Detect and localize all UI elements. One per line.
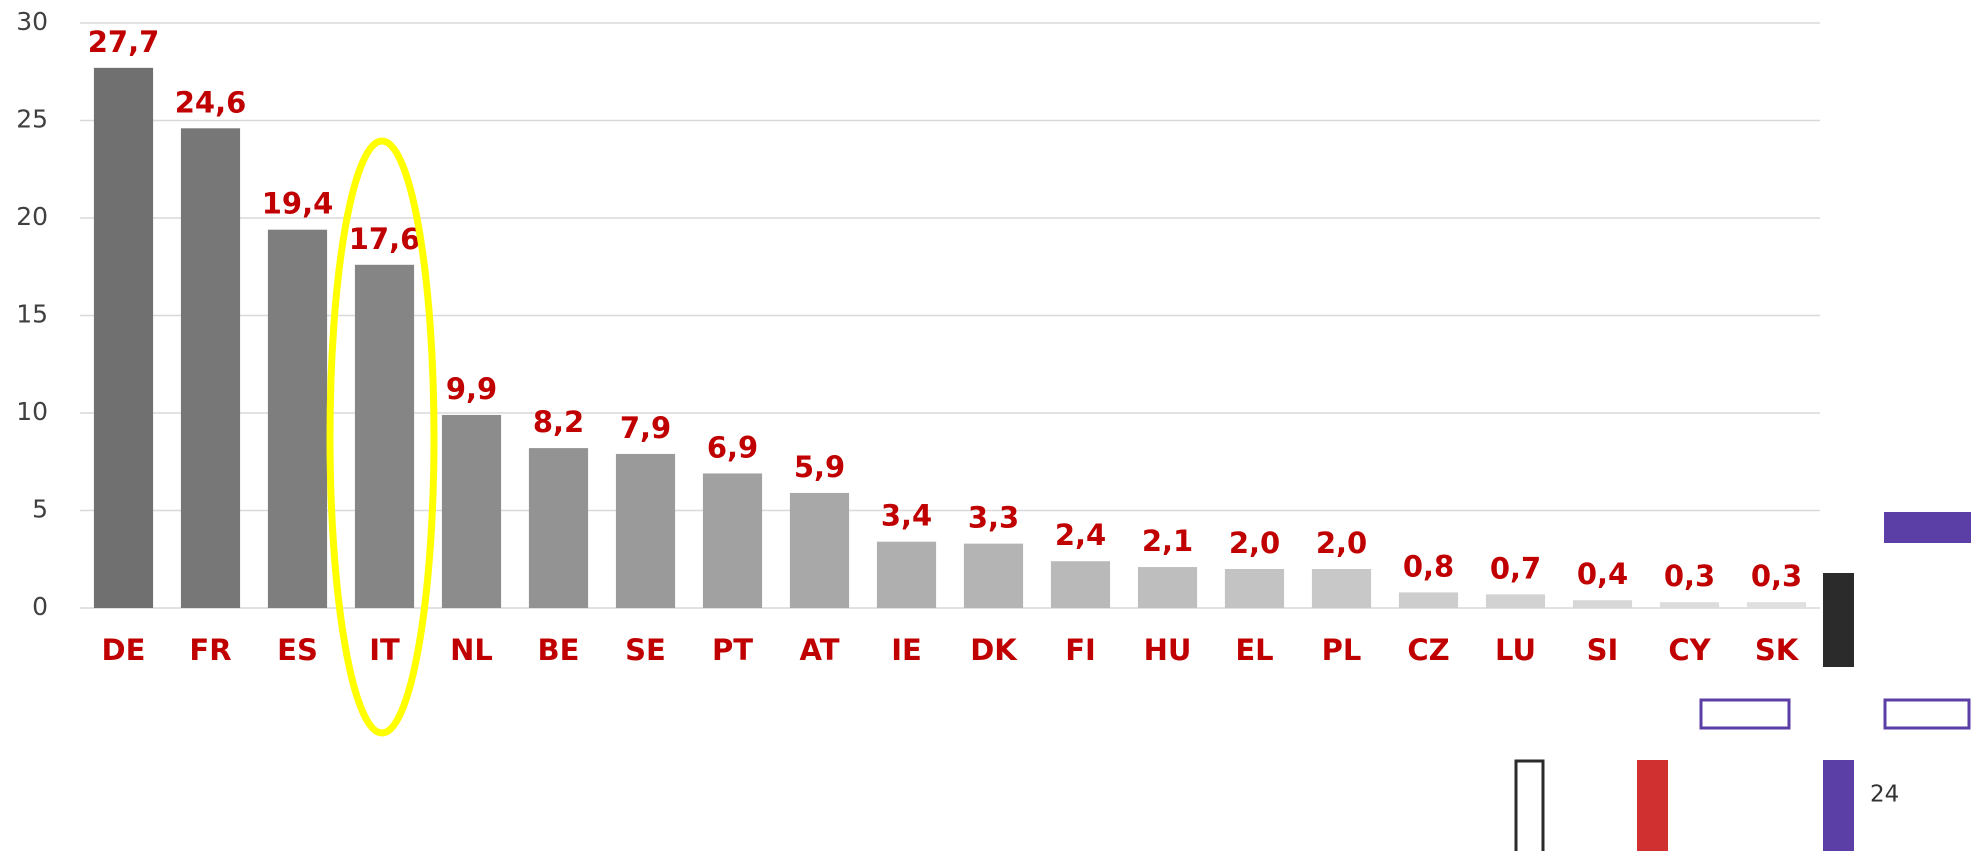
y-tick-label: 25 — [16, 105, 48, 134]
x-tick-label: DE — [102, 633, 146, 667]
bar — [876, 541, 937, 608]
x-tick-label: PL — [1322, 633, 1362, 667]
value-label: 24,6 — [175, 85, 247, 119]
x-tick-label: CZ — [1407, 633, 1449, 667]
decor-block — [1637, 760, 1668, 851]
x-tick-label: FI — [1065, 633, 1096, 667]
decor-block — [1823, 573, 1854, 667]
bar — [93, 67, 154, 609]
bar — [702, 473, 763, 608]
x-tick-label: PT — [712, 633, 753, 667]
decor-outline — [1699, 698, 1791, 730]
value-label: 8,2 — [533, 405, 584, 439]
value-label: 2,1 — [1142, 524, 1193, 558]
bar — [1398, 592, 1459, 608]
value-label: 6,9 — [707, 430, 758, 464]
value-label: 3,4 — [881, 499, 932, 533]
bar — [354, 264, 415, 608]
x-tick-label: AT — [800, 633, 840, 667]
bar — [180, 128, 241, 609]
bar — [528, 448, 589, 608]
value-label: 0,8 — [1403, 549, 1454, 583]
value-label: 2,0 — [1229, 526, 1280, 560]
value-label: 0,7 — [1490, 551, 1541, 585]
value-label: 27,7 — [88, 25, 160, 59]
bar — [1137, 567, 1198, 608]
y-tick-label: 30 — [16, 7, 48, 36]
y-tick-label: 20 — [16, 202, 48, 231]
bar — [615, 453, 676, 608]
bar — [1572, 600, 1633, 608]
x-tick-label: IE — [891, 633, 922, 667]
x-tick-label: CY — [1668, 633, 1711, 667]
page-number: 24 — [1870, 782, 1899, 808]
x-tick-label: FR — [189, 633, 231, 667]
x-tick-label: DK — [970, 633, 1018, 667]
x-tick-label: HU — [1144, 633, 1192, 667]
y-tick-label: 5 — [32, 495, 48, 524]
value-label: 2,4 — [1055, 518, 1106, 552]
decor-outline — [1883, 698, 1971, 730]
value-label: 3,3 — [968, 501, 1019, 535]
x-tick-label: LU — [1495, 633, 1536, 667]
x-tick-label: NL — [450, 633, 493, 667]
bar — [1050, 561, 1111, 608]
x-tick-label: SK — [1755, 633, 1800, 667]
x-tick-label: ES — [277, 633, 318, 667]
bar — [1659, 602, 1720, 608]
decor-outline — [1514, 759, 1545, 851]
value-label: 19,4 — [262, 187, 334, 221]
x-tick-label: SE — [625, 633, 666, 667]
value-label: 0,3 — [1751, 559, 1802, 593]
bar — [1485, 594, 1546, 608]
value-label: 9,9 — [446, 372, 497, 406]
bar — [1746, 602, 1807, 608]
bar — [441, 414, 502, 608]
bar — [1224, 569, 1285, 608]
highlight-ellipse — [326, 137, 438, 737]
x-tick-label: EL — [1235, 633, 1273, 667]
x-tick-label: BE — [538, 633, 580, 667]
value-label: 2,0 — [1316, 526, 1367, 560]
value-label: 5,9 — [794, 450, 845, 484]
y-tick-label: 10 — [16, 397, 48, 426]
decor-block — [1823, 760, 1854, 851]
x-tick-label: IT — [369, 633, 400, 667]
y-tick-label: 15 — [16, 300, 48, 329]
value-label: 17,6 — [349, 222, 421, 256]
bar — [267, 229, 328, 608]
decor-block — [1884, 512, 1971, 543]
bar — [1311, 569, 1372, 608]
value-label: 0,4 — [1577, 557, 1628, 591]
x-tick-label: SI — [1587, 633, 1619, 667]
value-label: 0,3 — [1664, 559, 1715, 593]
y-tick-label: 0 — [32, 592, 48, 621]
bar — [789, 492, 850, 608]
value-label: 7,9 — [620, 411, 671, 445]
bar — [963, 543, 1024, 608]
